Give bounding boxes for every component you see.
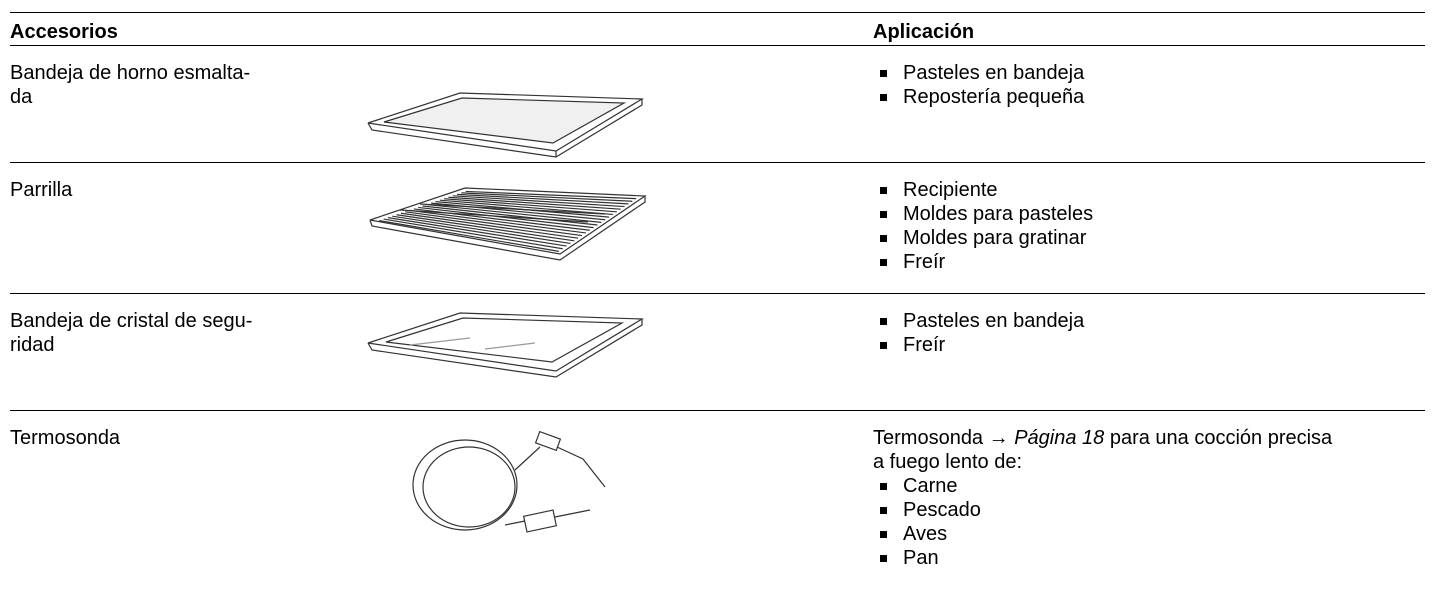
use-item: Carne: [873, 474, 957, 498]
header-aplicacion: Aplicación: [873, 21, 975, 43]
rack-wire: [418, 206, 594, 229]
probe-image: [412, 430, 606, 533]
rack-wire: [452, 195, 625, 208]
glass-tray-image: [367, 312, 645, 378]
rack-wire: [400, 212, 579, 239]
rack-wire: [387, 217, 567, 247]
accessory-name: Bandeja de horno esmalta-: [10, 62, 251, 84]
accessory-name: Bandeja de cristal de segu-: [10, 310, 253, 332]
page-link[interactable]: Página 18: [1014, 427, 1105, 449]
intro-arrow: →: [988, 427, 1009, 449]
rack-wire: [379, 219, 559, 252]
rack-wire: [448, 196, 621, 210]
intro-rest: para una cocción precisa a fuego lento d…: [873, 427, 1333, 473]
rack-wire: [426, 203, 602, 223]
rack-image: [369, 187, 647, 261]
use-item: Freír: [873, 333, 945, 357]
rack-wire: [444, 198, 617, 213]
rule: [10, 12, 1425, 13]
baking-tray-image: [367, 92, 645, 158]
intro: Termosonda → Página 18 para una cocción …: [873, 426, 1343, 474]
rule: [10, 162, 1425, 163]
rack-wire: [396, 214, 575, 242]
rack-wire: [409, 209, 586, 234]
rack-wire: [422, 205, 598, 226]
accessory-name: Termosonda: [10, 427, 121, 449]
rack-wire: [392, 215, 571, 245]
use-item: Freír: [873, 250, 945, 274]
rack-wire: [465, 190, 637, 200]
rule: [10, 410, 1425, 411]
use-item: Moldes para pasteles: [873, 202, 1093, 226]
accessory-name: Parrilla: [10, 179, 73, 201]
use-item: Pescado: [873, 498, 981, 522]
use-item: Moldes para gratinar: [873, 226, 1086, 250]
accessory-name: ridad: [10, 334, 55, 356]
header-accesorios: Accesorios: [10, 21, 118, 43]
rule: [10, 293, 1425, 294]
rack-wire: [405, 211, 583, 237]
use-item: Pan: [873, 546, 939, 570]
use-item: Aves: [873, 522, 947, 546]
rack-wire: [457, 193, 629, 205]
intro-text: Termosonda: [873, 427, 984, 449]
use-item: Pasteles en bandeja: [873, 309, 1084, 333]
use-item: Repostería pequeña: [873, 85, 1084, 109]
rule: [10, 45, 1425, 46]
accessory-name: da: [10, 86, 33, 108]
rack-wire: [439, 199, 614, 216]
use-item: Pasteles en bandeja: [873, 61, 1084, 85]
use-item: Recipiente: [873, 178, 998, 202]
rack-wire: [383, 218, 563, 250]
rack-wire: [461, 192, 633, 202]
